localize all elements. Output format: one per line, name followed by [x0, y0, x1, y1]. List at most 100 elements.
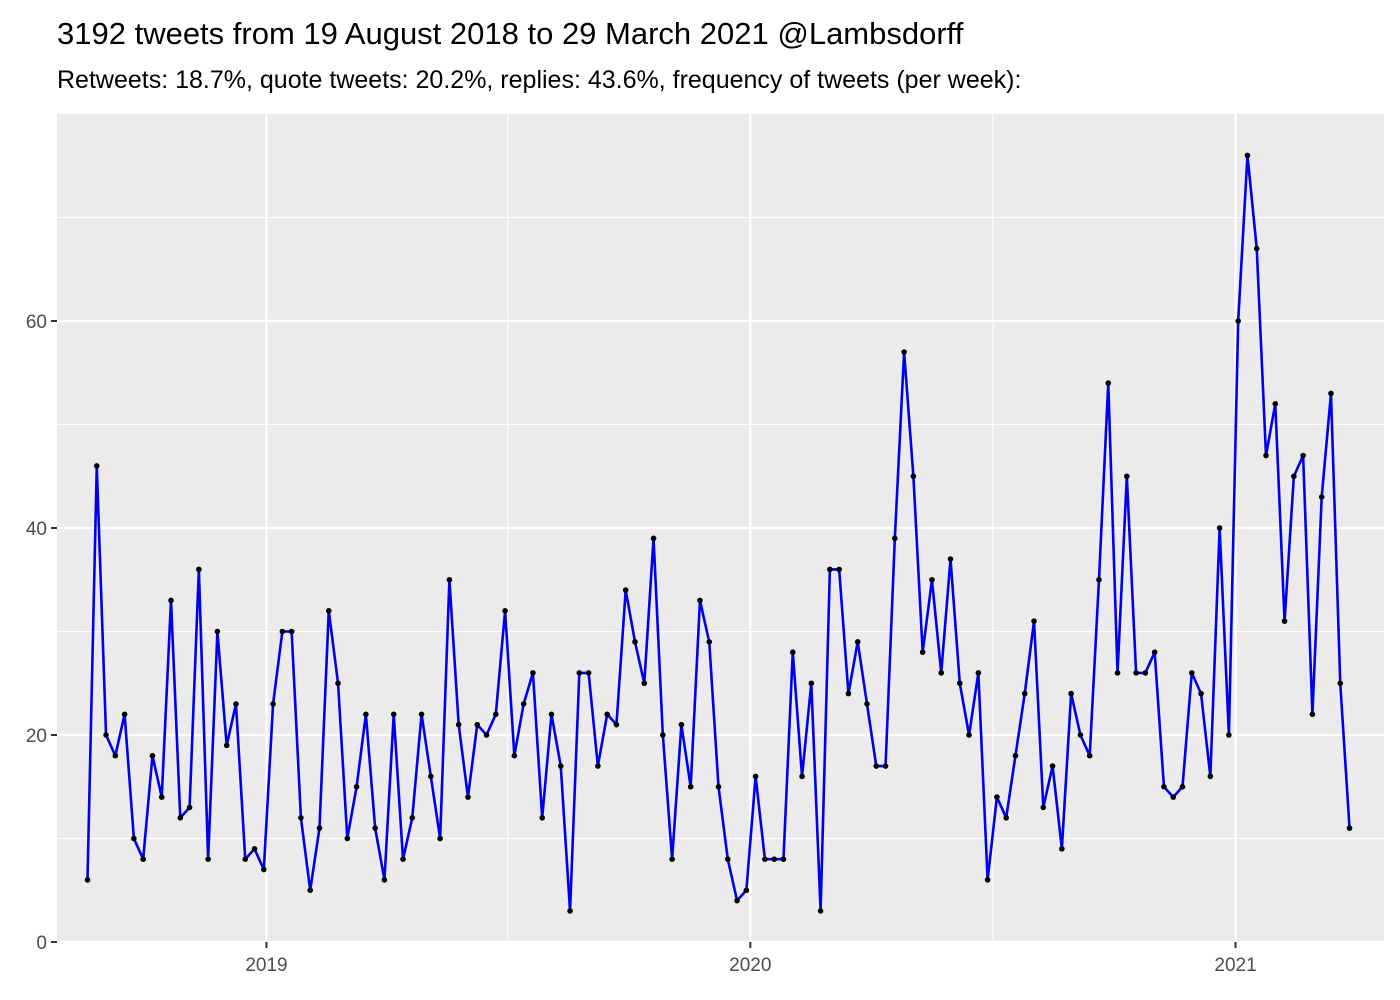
data-point: [530, 670, 536, 676]
data-point: [604, 711, 610, 718]
data-point: [864, 701, 870, 707]
data-point: [1226, 732, 1232, 738]
data-point: [836, 566, 842, 573]
data-point: [1124, 473, 1130, 480]
data-point: [381, 877, 388, 883]
data-point: [873, 763, 880, 769]
data-point: [548, 711, 555, 718]
data-point: [585, 670, 592, 676]
data-point: [734, 897, 740, 904]
data-point: [455, 721, 462, 728]
y-tick-label: 20: [26, 726, 47, 747]
data-point: [1040, 804, 1047, 811]
data-point: [400, 856, 406, 862]
data-point: [1272, 401, 1279, 407]
data-point: [1337, 680, 1344, 687]
data-point: [325, 608, 332, 614]
data-point: [261, 866, 267, 873]
data-point: [1151, 649, 1158, 655]
data-point: [632, 639, 638, 645]
data-point: [1253, 245, 1260, 252]
data-point: [177, 815, 184, 821]
data-point: [465, 794, 471, 800]
y-tick-label: 40: [26, 519, 47, 540]
data-point: [650, 535, 657, 542]
data-point: [576, 670, 583, 676]
data-point: [1059, 846, 1065, 852]
data-point: [1235, 318, 1241, 324]
data-point: [1133, 670, 1139, 676]
data-point: [827, 566, 833, 573]
data-point: [938, 670, 945, 676]
data-point: [687, 783, 694, 790]
y-axis: 0 20 40 60: [26, 312, 57, 954]
data-point: [1114, 670, 1121, 676]
data-point: [1216, 525, 1223, 531]
data-point: [335, 680, 341, 687]
data-point: [1318, 494, 1325, 500]
data-point: [103, 732, 109, 738]
data-point: [233, 701, 239, 707]
x-tick-label: 2021: [1214, 955, 1256, 976]
data-point: [1244, 152, 1251, 159]
data-point: [817, 908, 824, 914]
data-point: [1207, 773, 1214, 780]
data-point: [1346, 825, 1353, 831]
data-point: [140, 856, 146, 862]
data-point: [984, 877, 991, 883]
data-point: [270, 701, 276, 707]
data-point: [706, 639, 713, 645]
data-point: [595, 763, 601, 769]
data-point: [854, 639, 861, 645]
data-point: [1105, 380, 1112, 386]
series-points: [84, 152, 1353, 914]
data-point: [1068, 690, 1074, 697]
data-point: [316, 825, 323, 831]
data-point: [1179, 783, 1186, 790]
data-point: [344, 835, 351, 842]
data-point: [1300, 452, 1306, 459]
data-point: [502, 608, 508, 614]
data-point: [307, 887, 314, 894]
y-tick-label: 60: [26, 312, 47, 333]
chart-title: 3192 tweets from 19 August 2018 to 29 Ma…: [57, 16, 964, 51]
chart-subtitle: Retweets: 18.7%, quote tweets: 20.2%, re…: [57, 66, 1021, 94]
data-point: [493, 711, 499, 718]
data-point: [808, 680, 815, 687]
data-point: [1077, 732, 1084, 738]
data-point: [223, 742, 230, 749]
data-point: [567, 908, 573, 914]
data-point: [288, 628, 295, 635]
data-point: [363, 711, 369, 718]
data-point: [84, 877, 91, 883]
data-point: [697, 597, 703, 604]
data-point: [622, 587, 629, 593]
data-point: [279, 628, 286, 635]
data-point: [196, 566, 202, 573]
data-point: [1188, 670, 1195, 676]
x-tick-label: 2020: [729, 955, 771, 976]
data-point: [762, 856, 768, 862]
data-point: [437, 835, 443, 842]
data-point: [975, 670, 982, 676]
data-point: [428, 773, 434, 780]
data-point: [845, 690, 852, 697]
x-tick-label: 2019: [245, 955, 287, 976]
data-point: [1003, 815, 1009, 821]
data-point: [799, 773, 805, 780]
data-point: [678, 721, 685, 728]
data-point: [660, 732, 666, 738]
data-point: [1291, 473, 1297, 480]
data-point: [418, 711, 425, 718]
y-tick-label: 0: [36, 933, 47, 954]
data-point: [1086, 752, 1093, 759]
data-point: [669, 856, 675, 862]
data-point: [158, 794, 165, 800]
data-point: [520, 701, 527, 707]
data-point: [966, 732, 972, 738]
data-point: [771, 856, 777, 862]
data-point: [390, 711, 397, 718]
data-point: [715, 783, 722, 790]
